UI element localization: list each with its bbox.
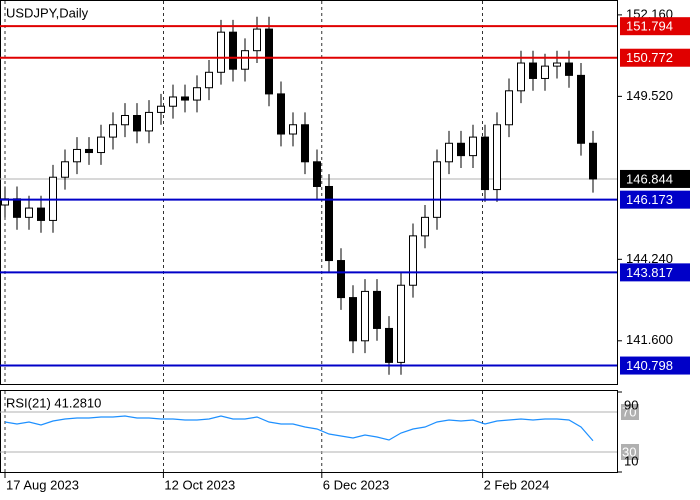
candle-body <box>493 124 501 191</box>
candle-body <box>133 114 141 132</box>
candle-body <box>565 62 573 76</box>
candle-body <box>409 235 417 286</box>
candle-body <box>229 31 237 70</box>
candle-body <box>37 207 45 221</box>
candle-body <box>433 161 441 218</box>
candle-body <box>445 142 453 163</box>
candle-body <box>313 161 321 187</box>
rsi-panel <box>0 390 618 473</box>
level-label-box <box>620 17 690 36</box>
candle-body <box>397 284 405 363</box>
candle-body <box>85 148 93 154</box>
candle-body <box>193 87 201 101</box>
candle-body <box>529 62 537 79</box>
current-price-box <box>620 169 690 188</box>
candle-body <box>145 111 153 132</box>
candle-body <box>301 124 309 163</box>
candle-body <box>13 198 21 218</box>
current-price-label: 146.844 <box>626 171 673 186</box>
level-label: 140.798 <box>626 358 673 373</box>
level-label: 150.772 <box>626 50 673 65</box>
y-tick-label: 141.600 <box>626 332 673 347</box>
candle-body <box>349 297 357 342</box>
candle-body <box>553 62 561 67</box>
rsi-title: RSI(21) 41.2810 <box>6 395 101 410</box>
rsi-y-tick-label: 90 <box>624 397 638 412</box>
candle-body <box>97 136 105 154</box>
level-label-box <box>620 190 690 209</box>
level-label: 143.817 <box>626 265 673 280</box>
x-tick-label: 17 Aug 2023 <box>6 477 79 492</box>
rsi-level-label: 70 <box>622 404 636 419</box>
candle-body <box>265 28 273 95</box>
candle-body <box>469 136 477 157</box>
y-tick-label: 149.520 <box>626 88 673 103</box>
candle-body <box>373 290 381 329</box>
rsi-level-label: 30 <box>622 444 636 459</box>
level-label: 146.173 <box>626 192 673 207</box>
y-tick-label: 144.240 <box>626 251 673 266</box>
level-label-box <box>620 48 690 67</box>
candle-body <box>73 148 81 163</box>
level-label-box <box>620 356 690 375</box>
level-label: 151.794 <box>626 19 673 34</box>
candle-body <box>421 216 429 237</box>
candle-body <box>577 74 585 144</box>
price-panel <box>0 0 618 385</box>
candle-body <box>457 142 465 157</box>
candle-body <box>181 96 189 101</box>
candle-body <box>277 93 285 135</box>
candle-body <box>517 62 525 92</box>
candle-body <box>217 31 225 73</box>
rsi-level-box <box>621 444 639 460</box>
candle-body <box>289 124 297 135</box>
rsi-level-box <box>621 404 639 420</box>
candle-body <box>253 28 261 52</box>
x-tick-label: 12 Oct 2023 <box>164 477 235 492</box>
candle-body <box>337 260 345 299</box>
candle-body <box>325 185 333 262</box>
candle-body <box>505 90 513 126</box>
level-label-box <box>620 263 690 282</box>
candle-body <box>121 114 129 126</box>
chart-title: USDJPY,Daily <box>6 5 89 20</box>
candle-body <box>109 124 117 138</box>
x-tick-label: 6 Dec 2023 <box>323 477 390 492</box>
candle-body <box>241 50 249 70</box>
candle-body <box>157 105 165 113</box>
rsi-line <box>4 415 594 442</box>
x-tick-label: 2 Feb 2024 <box>484 477 550 492</box>
candle-body <box>361 290 369 342</box>
candle-body <box>25 207 33 218</box>
candle-body <box>61 161 69 178</box>
candle-body <box>169 96 177 107</box>
candle-body <box>541 65 549 79</box>
candle-body <box>205 71 213 89</box>
rsi-y-tick-label: 10 <box>624 453 638 468</box>
candle-body <box>589 142 597 180</box>
candle-body <box>385 327 393 363</box>
candle-body <box>481 136 489 191</box>
